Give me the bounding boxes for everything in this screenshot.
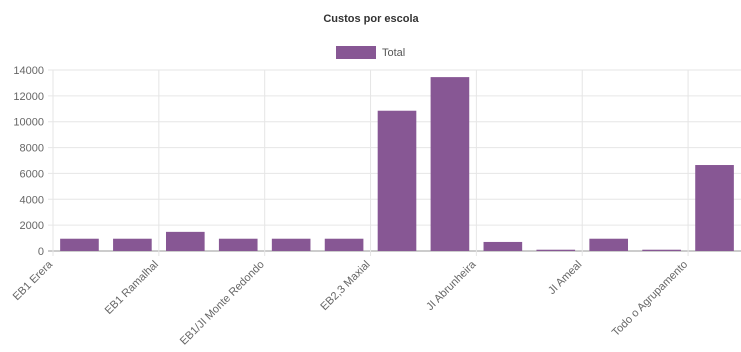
bar[interactable]: [165, 231, 205, 251]
y-tick-label: 6000: [20, 168, 44, 180]
bars: [60, 77, 734, 251]
y-axis: 0 2000 4000 6000 8000 10000 12000 14000: [13, 65, 44, 258]
bar[interactable]: [430, 77, 470, 251]
y-tick-label: 0: [38, 246, 44, 258]
y-tick-label: 4000: [20, 194, 44, 206]
bar[interactable]: [324, 238, 364, 251]
y-tick-label: 14000: [13, 65, 44, 77]
y-tick-label: 2000: [20, 220, 44, 232]
bar[interactable]: [60, 238, 99, 251]
bar[interactable]: [536, 249, 576, 251]
bar[interactable]: [695, 165, 734, 251]
x-tick-label: EB1/JI Monte Redondo: [178, 259, 267, 348]
x-axis: EB1 Erera EB1 Ramalhal EB1/JI Monte Redond…: [11, 258, 690, 348]
x-tick-label: Todo o Agrupamento: [610, 259, 690, 339]
bar[interactable]: [377, 110, 417, 251]
bar[interactable]: [271, 238, 311, 251]
legend-swatch: [336, 46, 376, 59]
bar[interactable]: [589, 238, 629, 251]
legend[interactable]: Total: [336, 46, 405, 59]
chart-title: Custos por escola: [323, 13, 419, 25]
bar[interactable]: [113, 238, 152, 251]
x-tick-label: JI Abrunheira: [424, 258, 479, 313]
bar[interactable]: [218, 238, 258, 251]
y-tick-label: 12000: [13, 91, 44, 103]
y-tick-label: 8000: [20, 143, 44, 155]
bar[interactable]: [642, 249, 681, 251]
legend-label: Total: [382, 47, 405, 59]
bar[interactable]: [483, 241, 523, 251]
x-tick-label: EB1 Ramalhal: [103, 259, 161, 317]
x-tick-label: EB2,3 Maxial: [318, 259, 372, 313]
y-tick-label: 10000: [13, 117, 44, 129]
x-tick-label: JI Ameal: [546, 259, 584, 297]
x-tick-label: EB1 Erera: [11, 258, 56, 303]
